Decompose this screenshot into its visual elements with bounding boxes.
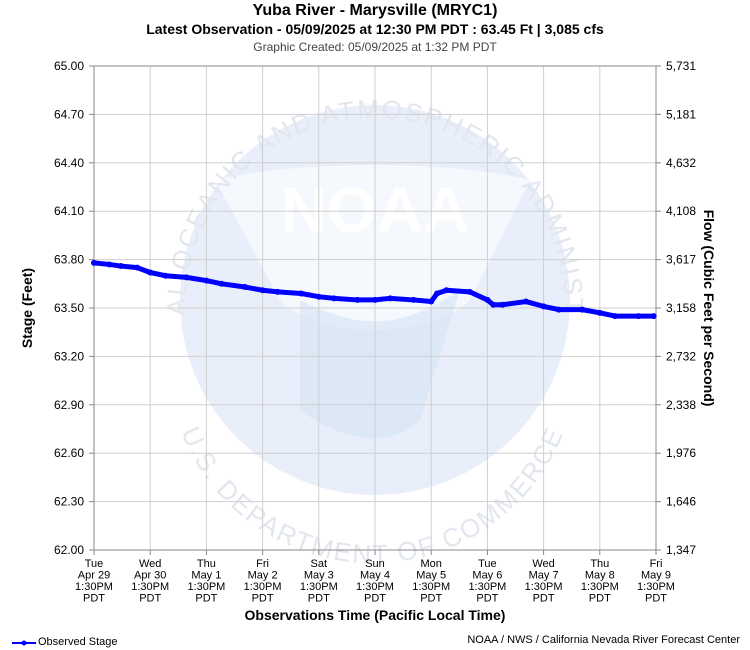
data-point bbox=[499, 301, 506, 308]
y-axis-label: Stage (Feet) bbox=[19, 268, 35, 348]
data-point bbox=[106, 261, 113, 268]
data-point bbox=[484, 296, 491, 303]
data-point bbox=[434, 290, 441, 297]
latest-observation: Latest Observation - 05/09/2025 at 12:30… bbox=[146, 21, 604, 37]
data-point bbox=[91, 259, 97, 266]
noaa-watermark: NOAA NATIONAL OCEANIC AND ATMOSPHERIC AD… bbox=[0, 0, 587, 569]
data-point bbox=[331, 295, 338, 302]
y-tick-label: 62.30 bbox=[54, 495, 84, 509]
data-point bbox=[579, 306, 586, 313]
data-point bbox=[242, 284, 249, 291]
x-tick-label: Tue Apr 29 1:30PM PDT bbox=[75, 558, 113, 605]
data-point bbox=[183, 274, 190, 281]
data-point bbox=[540, 303, 547, 310]
data-point bbox=[650, 313, 657, 320]
data-point bbox=[315, 293, 322, 300]
x-axis-label: Observations Time (Pacific Local Time) bbox=[245, 607, 506, 623]
data-point bbox=[443, 287, 450, 294]
y2-tick-label: 1,347 bbox=[666, 543, 696, 557]
x-tick-label: Tue May 6 1:30PM PDT bbox=[468, 558, 506, 605]
x-tick-label: Thu May 1 1:30PM PDT bbox=[187, 558, 225, 605]
series-line bbox=[93, 260, 654, 319]
data-point bbox=[372, 296, 378, 303]
data-point bbox=[612, 313, 619, 320]
data-point bbox=[274, 288, 281, 295]
y2-tick-label: 2,732 bbox=[666, 349, 696, 363]
legend-marker bbox=[21, 640, 27, 646]
y-tick-label: 64.70 bbox=[54, 107, 84, 121]
data-point bbox=[134, 264, 141, 271]
x-tick-label: Thu May 8 1:30PM PDT bbox=[581, 558, 619, 605]
y-tick-label: 63.20 bbox=[54, 349, 84, 363]
data-point bbox=[523, 298, 530, 305]
y-tick-label: 65.00 bbox=[54, 59, 84, 73]
data-point bbox=[117, 263, 124, 270]
y2-axis-label: Flow (Cubic Feet per Second) bbox=[701, 210, 717, 407]
y2-tick-label: 4,632 bbox=[666, 156, 696, 170]
footer-credit: NOAA / NWS / California Nevada River For… bbox=[467, 634, 740, 646]
data-point bbox=[298, 290, 305, 297]
data-point bbox=[466, 288, 473, 295]
data-point bbox=[428, 298, 435, 305]
data-point bbox=[555, 306, 562, 313]
x-tick-label: Mon May 5 1:30PM PDT bbox=[412, 558, 450, 605]
data-point bbox=[147, 269, 154, 276]
series-observed-stage bbox=[91, 259, 657, 320]
data-point bbox=[490, 301, 497, 308]
y-axis-right: 5,731 5,181 4,632 4,108 3,617 3,158 2,732 2,338… bbox=[656, 59, 696, 557]
data-point bbox=[387, 295, 394, 302]
data-point bbox=[596, 309, 603, 316]
legend-label: Observed Stage bbox=[38, 636, 118, 648]
y2-tick-label: 3,617 bbox=[666, 253, 696, 267]
chart-title: Yuba River - Marysville (MRYC1) bbox=[252, 2, 498, 19]
y2-tick-label: 1,976 bbox=[666, 446, 696, 460]
y-tick-label: 63.50 bbox=[54, 301, 84, 315]
y2-tick-label: 3,158 bbox=[666, 301, 696, 315]
y-tick-label: 62.00 bbox=[54, 543, 84, 557]
y2-tick-label: 5,731 bbox=[666, 59, 696, 73]
x-tick-label: Fri May 9 1:30PM PDT bbox=[637, 558, 675, 605]
y-tick-label: 62.60 bbox=[54, 446, 84, 460]
y-tick-label: 63.80 bbox=[54, 253, 84, 267]
y-axis-left: 65.00 64.70 64.40 64.10 63.80 63.50 63.20 62.90… bbox=[54, 59, 94, 557]
data-point bbox=[410, 296, 417, 303]
y-tick-label: 64.10 bbox=[54, 204, 84, 218]
data-point bbox=[259, 287, 266, 294]
y-tick-label: 62.90 bbox=[54, 398, 84, 412]
data-point bbox=[162, 272, 169, 279]
data-point bbox=[635, 313, 642, 320]
x-axis: Tue Apr 29 1:30PM PDT Wed Apr 30 1:30PM PDT Thu M… bbox=[75, 550, 675, 605]
x-tick-label: Sat May 3 1:30PM PDT bbox=[300, 558, 338, 605]
data-point bbox=[218, 280, 225, 287]
y2-tick-label: 4,108 bbox=[666, 204, 696, 218]
y2-tick-label: 5,181 bbox=[666, 107, 696, 121]
graphic-created: Graphic Created: 05/09/2025 at 1:32 PM P… bbox=[253, 40, 497, 54]
y2-tick-label: 2,338 bbox=[666, 398, 696, 412]
x-tick-label: Fri May 2 1:30PM PDT bbox=[244, 558, 282, 605]
x-tick-label: Wed May 7 1:30PM PDT bbox=[525, 558, 563, 605]
data-point bbox=[354, 296, 361, 303]
x-tick-label: Wed Apr 30 1:30PM PDT bbox=[131, 558, 169, 605]
x-tick-label: Sun May 4 1:30PM PDT bbox=[356, 558, 394, 605]
y-tick-label: 64.40 bbox=[54, 156, 84, 170]
y2-tick-label: 1,646 bbox=[666, 495, 696, 509]
data-point bbox=[203, 277, 210, 284]
